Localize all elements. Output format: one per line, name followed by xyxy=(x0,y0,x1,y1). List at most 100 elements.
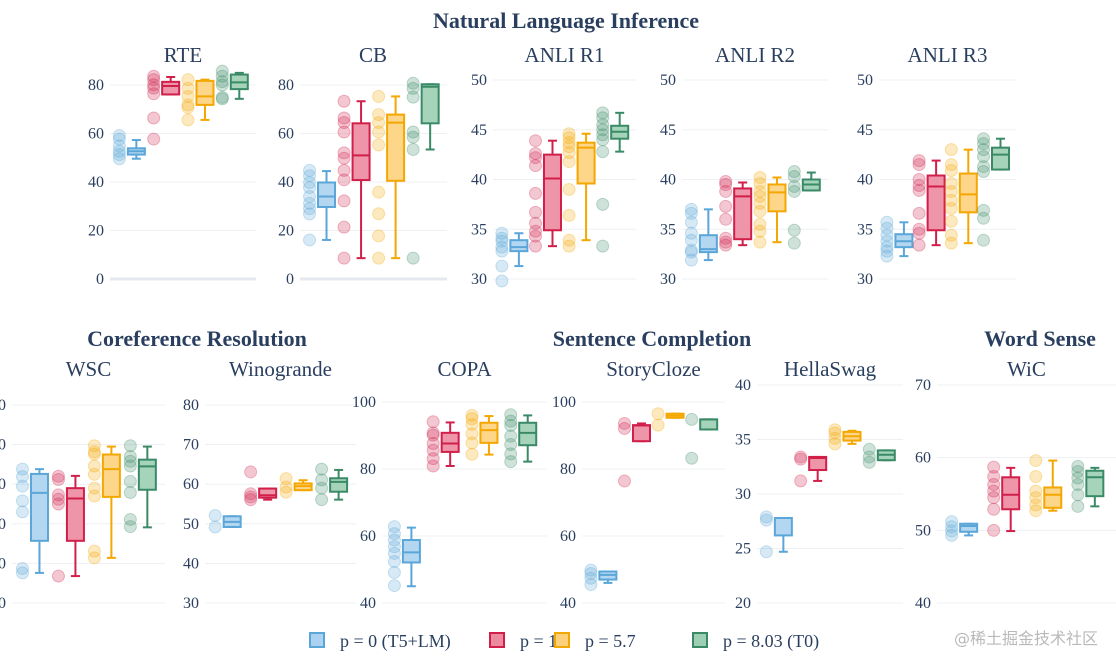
data-point xyxy=(912,222,926,236)
y-tick-label: 40 xyxy=(471,172,487,189)
data-point xyxy=(862,455,876,469)
legend-swatch xyxy=(489,632,505,648)
data-point xyxy=(1071,488,1085,502)
box-p5_7 xyxy=(1029,454,1063,518)
box-body xyxy=(1085,469,1105,498)
box-p8_03 xyxy=(406,76,440,265)
data-point xyxy=(112,139,126,153)
data-point xyxy=(465,417,479,431)
data-point xyxy=(944,193,958,207)
box-p0 xyxy=(303,163,337,247)
box-p1 xyxy=(51,469,85,583)
data-point xyxy=(495,259,509,273)
data-point xyxy=(112,152,126,166)
y-tick-label: 20 xyxy=(735,595,751,612)
data-point xyxy=(651,418,665,432)
data-point xyxy=(303,181,317,195)
data-point xyxy=(1071,499,1085,513)
data-point xyxy=(465,412,479,426)
data-point xyxy=(912,178,926,192)
box-body xyxy=(420,83,440,125)
legend-label: p = 8.03 (T0) xyxy=(723,631,819,652)
data-point xyxy=(303,196,317,210)
data-point xyxy=(862,450,876,464)
data-point xyxy=(387,520,401,534)
data-point xyxy=(87,467,101,481)
data-point xyxy=(372,207,386,221)
watermark: @稀土掘金技术社区 xyxy=(954,629,1098,648)
box-p8_03 xyxy=(315,462,349,507)
data-point xyxy=(1029,504,1043,518)
y-tick-label: 30 xyxy=(0,595,6,612)
section-title-sentence-completion: Sentence Completion xyxy=(553,326,752,351)
box-body xyxy=(1001,476,1021,511)
legend-label: p = 0 (T5+LM) xyxy=(340,631,451,652)
data-point xyxy=(337,194,351,208)
data-point xyxy=(426,428,440,442)
data-point xyxy=(504,408,518,422)
data-point xyxy=(753,171,767,185)
data-point xyxy=(303,202,317,216)
data-point xyxy=(753,204,767,218)
data-point xyxy=(828,437,842,451)
y-tick-label: 50 xyxy=(183,516,199,533)
box-body xyxy=(258,487,278,499)
data-point xyxy=(684,253,698,267)
data-point xyxy=(51,492,65,506)
section-title-word-sense: Word Sense xyxy=(984,326,1096,351)
box-p0 xyxy=(387,520,421,593)
subplot-hellaswag: HellaSwag 20 25 30 35 40 xyxy=(735,357,903,612)
data-point xyxy=(944,228,958,242)
box-body xyxy=(767,183,787,213)
box-body xyxy=(699,418,719,431)
data-point xyxy=(944,143,958,157)
data-point xyxy=(753,184,767,198)
y-tick-label: 70 xyxy=(183,437,199,454)
y-tick-label: 100 xyxy=(552,394,576,411)
data-point xyxy=(87,481,101,495)
subplot-title: ANLI R2 xyxy=(715,43,795,67)
box-body xyxy=(991,146,1011,171)
data-point xyxy=(279,472,293,486)
data-point xyxy=(406,81,420,95)
y-tick-label: 30 xyxy=(183,595,199,612)
box-p5_7 xyxy=(651,407,685,432)
data-point xyxy=(244,493,258,507)
data-point xyxy=(753,176,767,190)
data-point xyxy=(15,462,29,476)
data-point xyxy=(880,228,894,242)
data-point xyxy=(759,545,773,559)
data-point xyxy=(584,578,598,592)
data-point xyxy=(684,206,698,220)
data-point xyxy=(15,479,29,493)
box-body xyxy=(29,472,49,542)
data-point xyxy=(406,143,420,157)
data-point xyxy=(944,236,958,250)
data-point xyxy=(303,233,317,247)
box-p5_7 xyxy=(944,143,978,250)
data-point xyxy=(123,474,137,488)
data-point xyxy=(828,423,842,437)
data-point xyxy=(880,221,894,235)
data-point xyxy=(337,125,351,139)
box-p5_7 xyxy=(753,171,787,249)
data-point xyxy=(528,205,542,219)
data-point xyxy=(51,569,65,583)
y-tick-label: 40 xyxy=(735,377,751,394)
data-point xyxy=(426,426,440,440)
data-point xyxy=(51,497,65,511)
data-point xyxy=(426,415,440,429)
legend-swatch xyxy=(554,632,570,648)
data-point xyxy=(977,150,991,164)
data-point xyxy=(880,234,894,248)
box-p1 xyxy=(987,460,1021,537)
box-body xyxy=(440,431,460,453)
data-point xyxy=(562,239,576,253)
box-p8_03 xyxy=(123,439,157,534)
box-p8_03 xyxy=(215,64,249,106)
box-body xyxy=(926,174,946,232)
data-point xyxy=(337,173,351,187)
box-p5_7 xyxy=(87,439,121,565)
data-point xyxy=(504,438,518,452)
box-p0 xyxy=(112,128,146,166)
